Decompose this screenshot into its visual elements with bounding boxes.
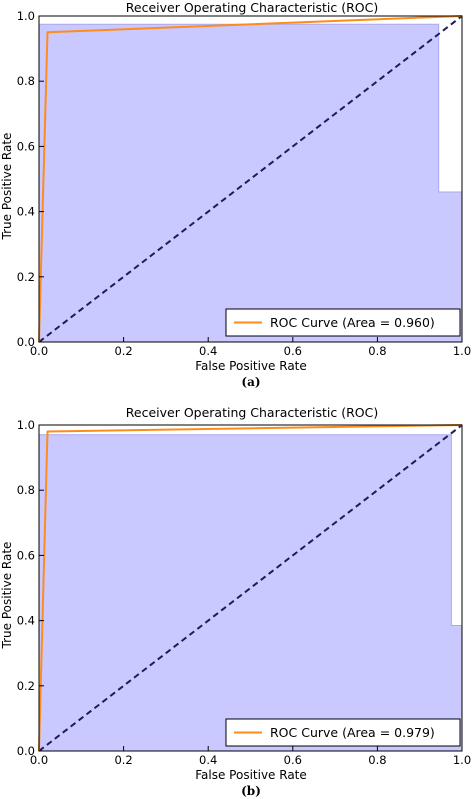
x-axis-ticks: 0.0 0.2 0.4 0.6 0.8 1.0	[30, 337, 471, 358]
roc-curve-line	[38, 424, 463, 752]
roc-chart-a: Receiver Operating Characteristic (ROC) …	[0, 0, 471, 389]
x-tick-label: 0.2	[114, 753, 132, 767]
y-tick-label: 0.8	[17, 483, 35, 497]
roc-curve-line	[38, 15, 463, 343]
diagonal-reference-line	[38, 15, 463, 343]
x-tick-label: 0.4	[199, 753, 217, 767]
x-tick-label: 1.0	[453, 753, 471, 767]
y-tick-label: 0.0	[17, 744, 35, 758]
x-tick-label: 1.0	[453, 344, 471, 358]
y-tick-label: 0.0	[17, 335, 35, 349]
legend-box	[225, 718, 461, 747]
chart-title: Receiver Operating Characteristic (ROC)	[126, 405, 378, 420]
x-tick-label: 0.0	[30, 344, 48, 358]
y-tick-label: 1.0	[17, 9, 35, 23]
plot-frame	[38, 424, 463, 752]
legend-label: ROC Curve (Area = 0.960)	[270, 315, 435, 330]
x-tick-label: 0.0	[30, 753, 48, 767]
x-tick-label: 0.8	[368, 753, 386, 767]
x-axis-label: False Positive Rate	[195, 359, 307, 373]
y-tick-label: 0.2	[17, 270, 35, 284]
x-axis-label: False Positive Rate	[195, 768, 307, 782]
legend: ROC Curve (Area = 0.979)	[225, 718, 461, 747]
chart-title: Receiver Operating Characteristic (ROC)	[126, 0, 378, 15]
x-tick-label: 0.4	[199, 344, 217, 358]
y-axis-ticks: 0.0 0.2 0.4 0.6 0.8 1.0	[17, 9, 44, 349]
x-tick-label: 0.2	[114, 344, 132, 358]
figure-caption: (a)	[241, 375, 260, 389]
y-tick-label: 1.0	[17, 418, 35, 432]
x-tick-label: 0.6	[284, 753, 302, 767]
x-tick-label: 0.6	[284, 344, 302, 358]
y-tick-label: 0.4	[17, 205, 35, 219]
x-tick-label: 0.8	[368, 344, 386, 358]
shaded-region	[38, 434, 463, 752]
shaded-region	[38, 23, 463, 343]
x-axis-ticks: 0.0 0.2 0.4 0.6 0.8 1.0	[30, 746, 471, 767]
diagonal-reference-line	[38, 424, 463, 752]
legend-label: ROC Curve (Area = 0.979)	[270, 725, 435, 740]
y-tick-label: 0.4	[17, 614, 35, 628]
y-tick-label: 0.8	[17, 74, 35, 88]
figure-caption: (b)	[241, 784, 261, 798]
y-tick-label: 0.6	[17, 139, 35, 153]
roc-chart-b: Receiver Operating Characteristic (ROC) …	[0, 405, 471, 798]
y-axis-ticks: 0.0 0.2 0.4 0.6 0.8 1.0	[17, 418, 44, 758]
plot-frame	[38, 15, 463, 343]
y-tick-label: 0.6	[17, 548, 35, 562]
legend-box	[225, 308, 461, 337]
y-axis-label: True Positive Rate	[0, 542, 14, 650]
y-tick-label: 0.2	[17, 679, 35, 693]
y-axis-label: True Positive Rate	[0, 133, 14, 241]
legend: ROC Curve (Area = 0.960)	[225, 308, 461, 337]
